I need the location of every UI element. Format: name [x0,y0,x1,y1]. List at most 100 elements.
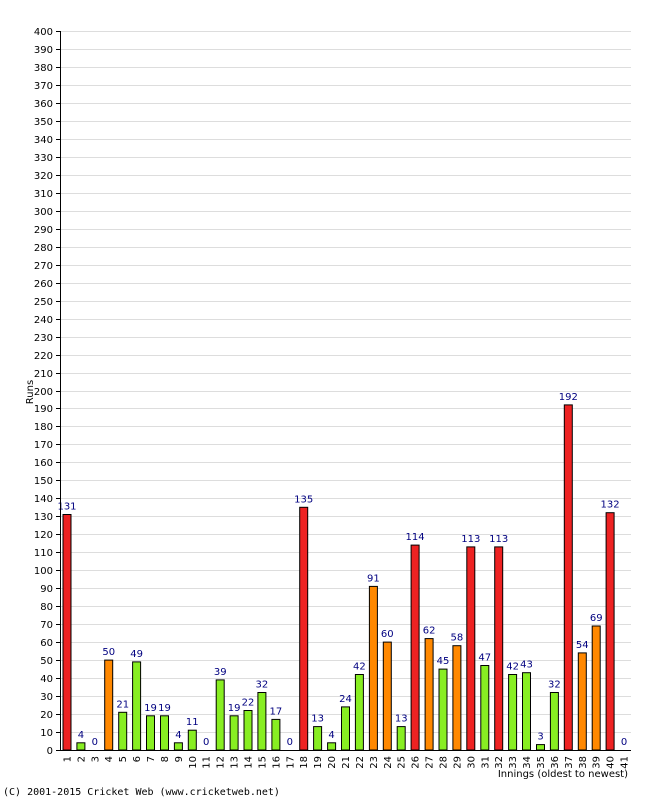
y-tick-label: 360 [34,99,53,110]
bar-innings-9 [173,742,183,751]
y-tick-label: 110 [34,548,53,559]
bar-innings-37 [563,404,573,751]
data-label-innings-39: 69 [590,613,603,624]
bar-innings-22 [354,674,364,751]
y-tick-label: 150 [34,476,53,487]
bar-innings-35 [536,744,545,751]
data-label-innings-8: 19 [158,703,171,714]
data-label-innings-11: 0 [203,737,209,748]
x-tick-label: 8 [160,756,171,762]
x-tick-label: 20 [327,756,338,769]
x-tick-label: 13 [230,756,241,769]
copyright-credit: (C) 2001-2015 Cricket Web (www.cricketwe… [3,787,280,798]
data-label-innings-19: 13 [311,714,324,725]
bar-innings-25 [396,726,406,751]
bar-innings-36 [549,692,559,751]
data-label-innings-40: 132 [601,500,620,511]
data-label-innings-34: 43 [520,660,533,671]
bar-innings-16 [271,718,281,751]
y-tick-label: 230 [34,333,53,344]
data-label-innings-38: 54 [576,640,589,651]
bar-innings-23 [368,585,378,751]
bar-innings-19 [313,726,323,751]
y-axis-title: Runs [25,380,36,404]
bar-innings-24 [382,641,392,751]
x-tick-label: 26 [411,756,422,769]
bar-innings-18 [299,506,309,751]
data-label-innings-4: 50 [102,647,115,658]
y-tick-label: 340 [34,135,53,146]
y-tick-label: 350 [34,117,53,128]
y-tick-label: 380 [34,63,53,74]
x-tick-label: 19 [313,756,324,769]
x-tick-label: 25 [397,756,408,769]
x-tick-label: 36 [550,756,561,769]
bar-innings-26 [410,544,420,751]
data-label-innings-18: 135 [294,494,313,505]
bar-innings-10 [187,729,197,751]
x-tick-label: 27 [425,756,436,769]
y-tick-label: 210 [34,369,53,380]
x-tick-label: 17 [285,756,296,769]
x-tick-label: 41 [620,756,631,769]
bar-innings-30 [466,546,476,751]
y-tick-label: 160 [34,458,53,469]
y-tick-label: 80 [40,602,53,613]
y-tick-label: 100 [34,566,53,577]
bar-innings-2 [76,742,86,751]
bar-innings-15 [257,692,267,751]
data-label-innings-23: 91 [367,573,380,584]
y-tick-label: 370 [34,81,53,92]
data-label-innings-25: 13 [395,714,408,725]
data-label-innings-27: 62 [423,626,436,637]
y-tick-label: 320 [34,171,53,182]
y-tick-label: 270 [34,261,53,272]
y-tick-label: 60 [40,638,53,649]
y-tick-label: 400 [34,27,53,38]
data-label-innings-26: 114 [406,532,425,543]
data-label-innings-13: 19 [228,703,241,714]
data-label-innings-9: 4 [175,730,181,741]
bar-innings-29 [452,645,462,751]
bar-innings-12 [215,679,225,751]
y-tick-label: 220 [34,351,53,362]
x-axis-title: Innings (oldest to newest) [498,769,628,780]
y-tick-label: 130 [34,512,53,523]
data-label-innings-29: 58 [451,633,464,644]
data-label-innings-3: 0 [92,737,98,748]
x-tick-label: 16 [271,756,282,769]
bar-innings-1 [62,514,72,751]
y-tick-label: 180 [34,422,53,433]
data-label-innings-41: 0 [621,737,627,748]
data-label-innings-24: 60 [381,629,394,640]
bar-innings-7 [146,715,155,751]
y-tick-label: 120 [34,530,53,541]
y-tick-label: 330 [34,153,53,164]
bar-innings-8 [160,715,169,751]
y-tick-label: 40 [40,674,53,685]
x-tick-label: 40 [606,756,617,769]
data-label-innings-15: 32 [256,680,269,691]
bar-innings-21 [341,706,350,751]
y-tick-label: 20 [40,710,53,721]
data-label-innings-6: 49 [130,649,143,660]
x-tick-label: 18 [299,756,310,769]
bar-innings-31 [480,665,490,751]
bar-innings-20 [327,742,337,751]
y-tick-label: 310 [34,189,53,200]
y-axis-ticks: 0 10 20 30 40 50 60 70 80 90 100 110 120 130 140 150 160… [34,27,60,757]
data-label-innings-5: 21 [116,699,129,710]
x-tick-label: 22 [355,756,366,769]
bar-innings-27 [424,638,434,751]
x-tick-label: 21 [341,756,352,769]
y-tick-label: 300 [34,207,53,218]
bar-innings-14 [243,710,253,751]
data-label-innings-33: 42 [506,662,519,673]
x-tick-label: 9 [174,756,185,762]
data-label-innings-7: 19 [144,703,157,714]
x-tick-label: 23 [369,756,380,769]
data-label-innings-31: 47 [478,653,491,664]
data-label-innings-30: 113 [461,534,480,545]
